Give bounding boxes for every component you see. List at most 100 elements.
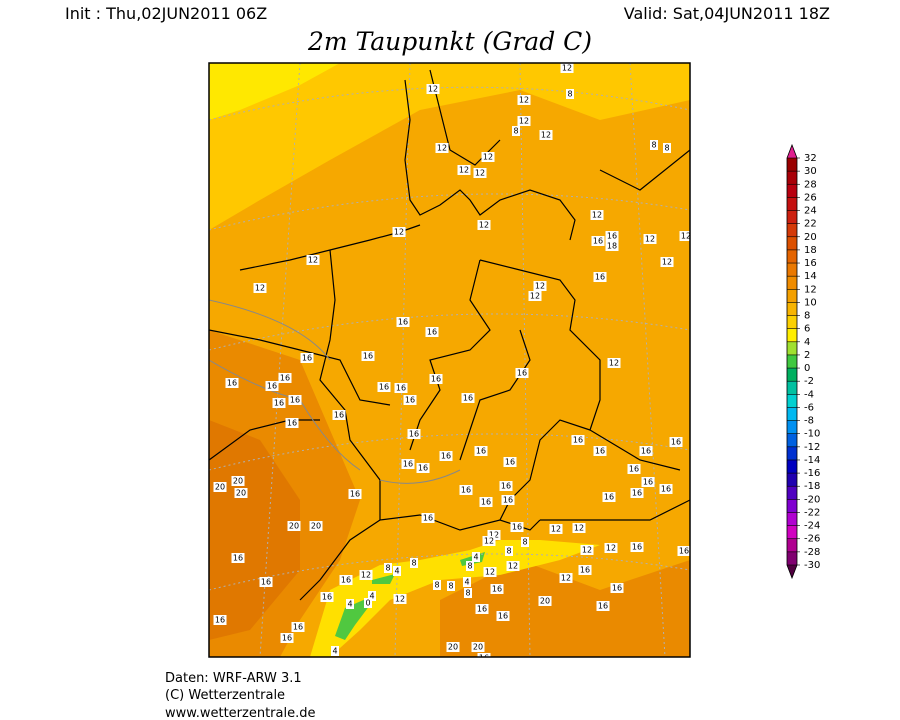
station-value: 16 bbox=[477, 605, 487, 614]
station-box bbox=[560, 63, 574, 73]
station-value: 4 bbox=[347, 600, 352, 609]
station-value: 16 bbox=[503, 496, 513, 505]
station-value: 12 bbox=[519, 96, 529, 105]
station-box bbox=[477, 653, 491, 657]
station-box bbox=[593, 272, 607, 282]
station-value: 16 bbox=[274, 399, 284, 408]
station-box bbox=[466, 561, 474, 571]
station-box bbox=[213, 482, 227, 492]
station-value: 20 bbox=[215, 483, 225, 492]
station-value: 12 bbox=[592, 211, 602, 220]
station-box bbox=[641, 477, 655, 487]
station-box bbox=[278, 373, 292, 383]
station-box bbox=[473, 168, 487, 178]
station-box bbox=[332, 410, 346, 420]
colorbar-segment bbox=[787, 223, 797, 238]
station-box bbox=[505, 546, 513, 556]
station-value: 12 bbox=[561, 574, 571, 583]
colorbar-segment bbox=[787, 171, 797, 185]
station-value: 16 bbox=[267, 382, 277, 391]
station-box bbox=[566, 89, 574, 99]
colorbar-segment bbox=[787, 381, 797, 395]
station-box bbox=[528, 291, 542, 301]
station-value: 16 bbox=[350, 490, 360, 499]
station-value: 16 bbox=[398, 318, 408, 327]
station-box bbox=[407, 429, 421, 439]
station-value: 16 bbox=[598, 602, 608, 611]
station-box bbox=[487, 530, 501, 540]
station-value: 12 bbox=[681, 232, 691, 241]
station-box bbox=[472, 552, 480, 562]
colorbar-label: -26 bbox=[804, 534, 820, 545]
colorbar-label: 4 bbox=[804, 337, 810, 348]
station-value: 12 bbox=[609, 359, 619, 368]
station-value: 16 bbox=[405, 396, 415, 405]
station-value: 16 bbox=[227, 379, 237, 388]
valid-time: Valid: Sat,04JUN2011 18Z bbox=[624, 4, 830, 23]
station-box bbox=[331, 646, 339, 656]
station-box bbox=[477, 220, 491, 230]
station-box bbox=[515, 368, 529, 378]
station-value: 16 bbox=[431, 375, 441, 384]
station-box bbox=[285, 418, 299, 428]
station-box bbox=[265, 381, 279, 391]
station-value: 8 bbox=[465, 589, 470, 598]
station-box bbox=[401, 459, 415, 469]
station-value: 12 bbox=[582, 546, 592, 555]
station-box bbox=[496, 611, 510, 621]
colorbar-label: -24 bbox=[804, 521, 820, 532]
station-box bbox=[521, 537, 529, 547]
station-value: 12 bbox=[489, 531, 499, 540]
station-box bbox=[669, 437, 683, 447]
station-box bbox=[377, 382, 391, 392]
station-box bbox=[288, 395, 302, 405]
station-value: 12 bbox=[394, 228, 404, 237]
station-box bbox=[394, 383, 408, 393]
station-box bbox=[272, 398, 286, 408]
station-value: 18 bbox=[607, 242, 617, 251]
station-box bbox=[439, 451, 453, 461]
colorbar-label: 8 bbox=[804, 311, 810, 322]
station-box bbox=[346, 599, 354, 609]
colorbar-segment bbox=[787, 263, 797, 277]
station-value: 16 bbox=[479, 654, 489, 663]
colorbar-label: -8 bbox=[804, 416, 814, 427]
colorbar: 32302826242220181614121086420-2-4-6-8-10… bbox=[786, 143, 820, 580]
colorbar-label: 20 bbox=[804, 232, 817, 243]
station-box bbox=[393, 594, 407, 604]
station-value: 8 bbox=[385, 564, 390, 573]
colorbar-segment bbox=[787, 499, 797, 513]
station-value: 12 bbox=[645, 235, 655, 244]
station-value: 12 bbox=[606, 544, 616, 553]
station-box bbox=[596, 601, 610, 611]
station-box bbox=[539, 130, 553, 140]
colorbar-label: 26 bbox=[804, 192, 817, 203]
station-value: 16 bbox=[409, 430, 419, 439]
station-value: 16 bbox=[505, 458, 515, 467]
station-box bbox=[416, 463, 430, 473]
colorbar-segment bbox=[787, 328, 797, 343]
station-value: 16 bbox=[476, 447, 486, 456]
station-box bbox=[538, 596, 552, 606]
station-box bbox=[425, 327, 439, 337]
station-value: 16 bbox=[379, 383, 389, 392]
station-value: 16 bbox=[580, 566, 590, 575]
station-value: 12 bbox=[551, 525, 561, 534]
station-value: 16 bbox=[501, 482, 511, 491]
station-value: 8 bbox=[467, 562, 472, 571]
station-box bbox=[457, 165, 471, 175]
station-value: 16 bbox=[293, 623, 303, 632]
station-value: 12 bbox=[485, 568, 495, 577]
station-box bbox=[280, 633, 294, 643]
colorbar-segment bbox=[787, 525, 797, 540]
station-box bbox=[287, 521, 301, 531]
station-value: 16 bbox=[441, 452, 451, 461]
station-box bbox=[446, 642, 460, 652]
colorbar-label: -4 bbox=[804, 389, 814, 400]
station-box bbox=[348, 489, 362, 499]
station-box bbox=[403, 395, 417, 405]
station-box bbox=[571, 435, 585, 445]
station-value: 16 bbox=[215, 616, 225, 625]
colorbar-segment bbox=[787, 486, 797, 500]
